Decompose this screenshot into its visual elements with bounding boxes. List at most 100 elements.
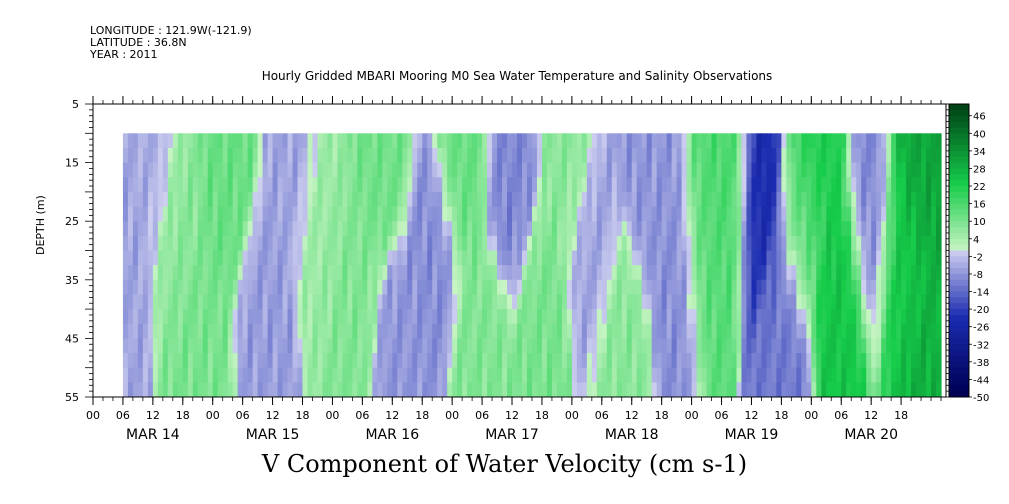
heatmap-cell (916, 250, 922, 266)
heatmap-cell (696, 279, 703, 296)
heatmap-cell (931, 382, 937, 397)
heatmap-cell (866, 206, 872, 222)
heatmap-cell (621, 382, 628, 397)
heatmap-cell (382, 279, 388, 296)
heatmap-cell (901, 338, 907, 354)
heatmap-cell (886, 338, 892, 354)
heatmap-cell (462, 191, 468, 208)
heatmap-cell (546, 162, 553, 178)
heatmap-cell (856, 221, 862, 237)
heatmap-cell (452, 177, 458, 193)
heatmap-cell (192, 235, 199, 252)
heatmap-cell (207, 367, 214, 383)
heatmap-cell (886, 133, 892, 149)
heatmap-cell (736, 147, 743, 164)
heatmap-cell (776, 323, 782, 339)
heatmap-cell (666, 367, 673, 383)
heatmap-cell (142, 133, 149, 149)
heatmap-cell (751, 367, 758, 383)
heatmap-cell (901, 235, 907, 252)
heatmap-cell (521, 323, 528, 339)
heatmap-cell (242, 162, 249, 178)
heatmap-cell (352, 235, 358, 252)
heatmap-cell (746, 221, 753, 237)
heatmap-cell (736, 309, 743, 325)
heatmap-cell (811, 206, 817, 222)
heatmap-cell (766, 279, 773, 296)
heatmap-cell (352, 353, 358, 369)
heatmap-cell (232, 221, 239, 237)
heatmap-cell (282, 250, 289, 266)
heatmap-cell (477, 265, 483, 281)
heatmap-cell (387, 265, 393, 281)
heatmap-cell (182, 235, 189, 252)
heatmap-cell (287, 338, 294, 354)
heatmap-cell (606, 367, 613, 383)
heatmap-cell (142, 309, 149, 325)
heatmap-cell (851, 133, 857, 149)
heatmap-cell (352, 177, 358, 193)
heatmap-cell (217, 191, 224, 208)
heatmap-cell (666, 294, 673, 310)
heatmap-cell (172, 206, 179, 222)
heatmap-cell (821, 382, 827, 397)
heatmap-cell (357, 206, 363, 222)
heatmap-cell (881, 191, 887, 208)
heatmap-cell (556, 147, 563, 164)
heatmap-cell (482, 279, 488, 296)
heatmap-cell (262, 191, 269, 208)
heatmap-cell (272, 309, 279, 325)
heatmap-cell (631, 162, 638, 178)
heatmap-cell (197, 235, 204, 252)
heatmap-cell (801, 353, 807, 369)
heatmap-cell (536, 265, 543, 281)
heatmap-cell (127, 133, 134, 149)
heatmap-cell (771, 338, 777, 354)
heatmap-cell (811, 250, 817, 266)
heatmap-cell (372, 177, 378, 193)
colorbar-swatch (949, 197, 969, 205)
heatmap-cell (606, 147, 613, 164)
heatmap-cell (247, 279, 254, 296)
heatmap-cell (886, 206, 892, 222)
heatmap-cell (347, 265, 353, 281)
heatmap-cell (626, 367, 633, 383)
heatmap-cell (162, 367, 169, 383)
heatmap-cell (402, 279, 408, 296)
heatmap-cell (132, 279, 139, 296)
heatmap-cell (711, 279, 718, 296)
heatmap-cell (337, 382, 344, 397)
colorbar-swatch (949, 391, 969, 398)
heatmap-cell (581, 353, 588, 369)
heatmap-cell (517, 250, 523, 266)
heatmap-cell (332, 279, 339, 296)
heatmap-cell (307, 206, 314, 222)
heatmap-cell (686, 206, 693, 222)
heatmap-cell (257, 309, 264, 325)
heatmap-cell (701, 367, 708, 383)
heatmap-cell (751, 147, 758, 164)
heatmap-cell (851, 309, 857, 325)
heatmap-cell (751, 309, 758, 325)
heatmap-cell (402, 265, 408, 281)
heatmap-cell (447, 221, 453, 237)
heatmap-cell (267, 177, 274, 193)
heatmap-cell (147, 279, 154, 296)
heatmap-cell (551, 353, 558, 369)
heatmap-cell (651, 353, 658, 369)
heatmap-cell (561, 265, 568, 281)
colorbar-swatch (949, 385, 969, 392)
heatmap-cell (776, 250, 782, 266)
heatmap-cell (566, 206, 573, 222)
heatmap-cell (726, 206, 733, 222)
heatmap-cell (412, 353, 418, 369)
heatmap-cell (232, 133, 239, 149)
heatmap-cell (422, 191, 428, 208)
heatmap-cell (936, 206, 942, 222)
heatmap-cell (467, 382, 473, 397)
heatmap-cell (631, 235, 638, 252)
heatmap-cell (866, 353, 872, 369)
heatmap-cell (402, 382, 408, 397)
heatmap-cell (397, 323, 403, 339)
heatmap-cell (412, 250, 418, 266)
